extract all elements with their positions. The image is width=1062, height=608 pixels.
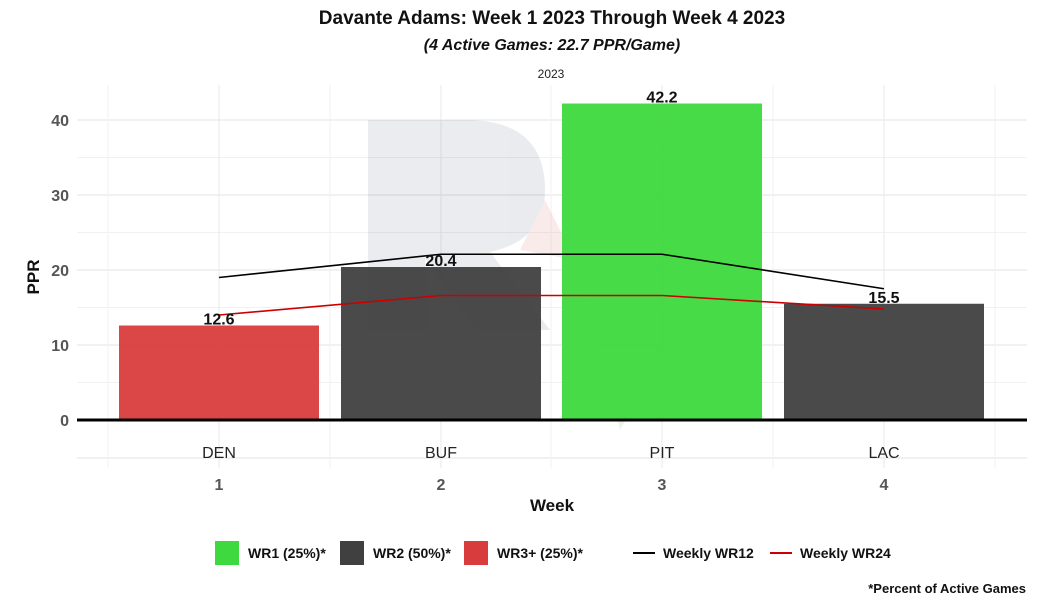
legend-swatch-wr1 xyxy=(215,541,239,565)
bar-week-1 xyxy=(119,325,319,420)
y-tick-label: 10 xyxy=(51,338,69,355)
x-tick-label: 3 xyxy=(658,477,667,494)
y-tick-label: 30 xyxy=(51,188,69,205)
y-tick-label: 0 xyxy=(60,413,69,430)
y-axis-ticks: 0 10 20 30 40 xyxy=(51,113,69,430)
bar-week-3 xyxy=(562,103,762,420)
legend: WR1 (25%)* WR2 (50%)* WR3+ (25%)* Weekly WR… xyxy=(215,541,891,565)
x-axis-ticks: DEN 1 BUF 2 PIT 3 LAC 4 xyxy=(202,445,899,494)
line-weekly-wr12 xyxy=(218,253,885,290)
chart-title: Davante Adams: Week 1 2023 Through Week … xyxy=(319,8,785,29)
facet-label: 2023 xyxy=(538,67,565,81)
team-label: DEN xyxy=(202,445,236,462)
team-label: BUF xyxy=(425,445,457,462)
team-label: PIT xyxy=(650,445,675,462)
data-label-week-3: 42.2 xyxy=(646,90,677,107)
legend-label: Weekly WR12 xyxy=(663,545,754,561)
x-tick-label: 4 xyxy=(880,477,889,494)
data-labels-layer: 12.6 20.4 42.2 15.5 xyxy=(203,90,899,329)
chart-subtitle: (4 Active Games: 22.7 PPR/Game) xyxy=(424,37,680,54)
bar-week-2 xyxy=(341,267,541,420)
reference-lines-layer xyxy=(218,253,885,316)
y-axis-title: PPR xyxy=(24,260,43,295)
x-tick-label: 2 xyxy=(437,477,446,494)
bars-layer xyxy=(119,103,984,420)
legend-swatch-wr2 xyxy=(340,541,364,565)
data-label-week-4: 15.5 xyxy=(868,290,899,307)
x-axis-title: Week xyxy=(530,496,575,515)
legend-swatch-wr3plus xyxy=(464,541,488,565)
data-label-week-2: 20.4 xyxy=(425,253,456,270)
y-tick-label: 40 xyxy=(51,113,69,130)
y-tick-label: 20 xyxy=(51,263,69,280)
bar-week-4 xyxy=(784,303,984,420)
legend-label: Weekly WR24 xyxy=(800,545,891,561)
legend-label: WR3+ (25%)* xyxy=(497,545,584,561)
legend-label: WR1 (25%)* xyxy=(248,545,326,561)
chart-caption: *Percent of Active Games xyxy=(868,581,1026,596)
legend-label: WR2 (50%)* xyxy=(373,545,451,561)
team-label: LAC xyxy=(868,445,899,462)
line-weekly-wr24 xyxy=(218,294,885,316)
x-tick-label: 1 xyxy=(215,477,224,494)
data-label-week-1: 12.6 xyxy=(203,312,234,329)
